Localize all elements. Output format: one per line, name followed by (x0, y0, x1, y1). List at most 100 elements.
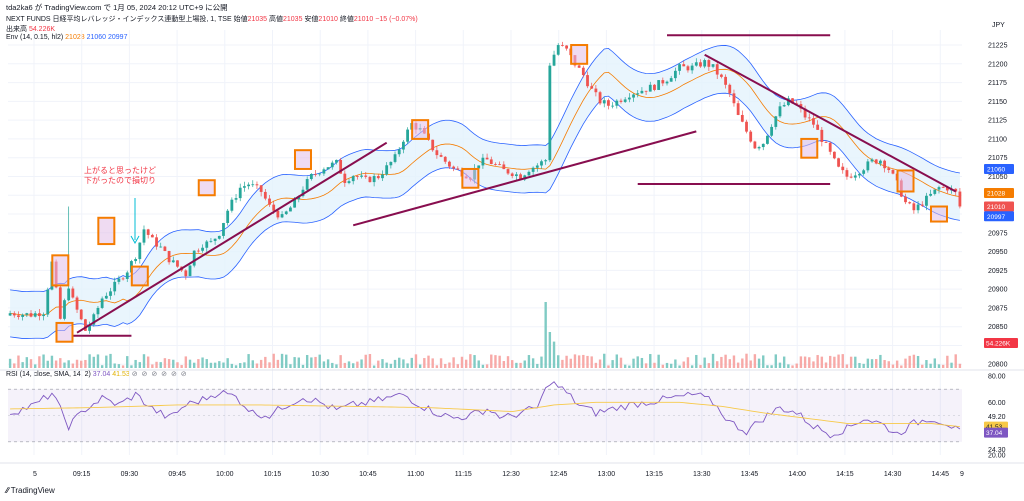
candle-body (71, 288, 75, 298)
highlight-box[interactable] (293, 149, 312, 170)
candle-body (841, 166, 845, 171)
volume-bar (163, 358, 167, 368)
highlight-box[interactable] (461, 167, 480, 189)
volume-bar (875, 359, 878, 368)
rsi-legend[interactable]: RSI (14, close, SMA, 14, 2) 37.04 41.53 … (6, 370, 188, 378)
candle-body (339, 159, 343, 174)
candle-body (665, 81, 669, 84)
highlight-box[interactable] (51, 254, 70, 287)
candle-body (908, 202, 912, 204)
highlight-box[interactable] (130, 265, 149, 287)
time-tick-label: 13:15 (645, 471, 663, 478)
candle-body (481, 157, 485, 166)
volume-bar (351, 363, 355, 368)
tradingview-footer[interactable]: ⁄∕ TradingView (6, 486, 55, 495)
trend-line[interactable] (76, 141, 388, 334)
candle-body (217, 235, 221, 239)
volume-bar (293, 357, 296, 368)
candle-body (100, 298, 104, 308)
candle-body (226, 210, 230, 224)
candle-body (113, 281, 117, 292)
volume-bar (828, 355, 832, 368)
highlight-box[interactable] (411, 119, 430, 140)
candle-body (519, 174, 522, 180)
rsi-settings-icons[interactable]: ⊘ ⊘ ⊘ ⊘ ⊘ ⊘ (131, 371, 188, 378)
candle-body (259, 185, 263, 192)
candle-body (171, 260, 175, 263)
volume-bar (937, 364, 941, 368)
highlight-box[interactable] (570, 44, 589, 65)
volume-bar (506, 356, 510, 368)
time-tick-label: 11:15 (455, 471, 472, 478)
candle-body (138, 242, 142, 260)
highlight-box[interactable] (55, 321, 74, 343)
volume-bar (791, 365, 794, 368)
volume-bar (435, 365, 439, 368)
volume-bar (84, 359, 87, 368)
volume-bar (364, 354, 367, 368)
volume-bar (841, 354, 844, 368)
candle-body (243, 186, 246, 188)
volume-bar (900, 365, 903, 368)
highlight-box[interactable] (896, 169, 915, 193)
candle-body (590, 86, 594, 89)
env-legend[interactable]: Env (14, 0.15, hl2) 21028 21060 20997 (6, 34, 127, 41)
highlight-box[interactable] (97, 216, 116, 246)
time-tick-label: 14:30 (884, 471, 902, 478)
highlight-box[interactable] (197, 179, 216, 197)
volume-bar (623, 364, 627, 368)
candle-body (832, 151, 836, 159)
candle-body (150, 234, 154, 238)
candle-body (803, 108, 807, 118)
volume-bar (669, 363, 673, 368)
candle-body (222, 223, 225, 236)
volume-bar (381, 359, 384, 368)
trend-line[interactable] (704, 53, 957, 193)
candle-body (17, 315, 20, 317)
rsi-tick-label: 60.00 (988, 400, 1006, 407)
price-tag-label: 20997 (987, 214, 1005, 221)
price-tick-label: 21175 (988, 80, 1007, 87)
candle-body (109, 291, 112, 296)
candle-body (552, 54, 556, 66)
candle-body (385, 165, 389, 175)
time-tick-label: 10:30 (311, 471, 329, 478)
volume-bar (607, 365, 610, 368)
volume-bar (611, 360, 614, 368)
volume-bar (331, 362, 334, 368)
candle-body (958, 191, 962, 207)
volume-bar (724, 354, 727, 368)
volume-bar (209, 362, 213, 368)
candle-body (933, 189, 937, 194)
candle-body (853, 175, 857, 178)
volume-bar (753, 354, 757, 368)
volume-legend[interactable]: 出来高 54.226K (6, 24, 55, 34)
env-label: Env (14, 0.15, hl2) (6, 34, 64, 41)
symbol-name[interactable]: NEXT FUNDS 日経平均レバレッジ・インデックス連動型上場投, 1, TS… (6, 16, 232, 23)
candle-body (883, 160, 886, 169)
trend-line[interactable] (352, 130, 697, 227)
volume-bar (21, 362, 24, 368)
volume-bar (322, 361, 326, 368)
candle-body (104, 295, 108, 299)
volume-bar (933, 358, 937, 368)
volume-bar (305, 354, 309, 368)
volume-bar (770, 365, 773, 368)
candle-body (368, 176, 372, 183)
price-tick-label: 21225 (988, 43, 1008, 50)
volume-bar (895, 360, 899, 368)
volume-bar (201, 357, 204, 368)
volume-bar (423, 358, 426, 368)
open-value: 21035 (247, 16, 268, 23)
volume-bar (184, 356, 188, 368)
highlight-box[interactable] (929, 205, 948, 223)
volume-bar (946, 355, 949, 368)
highlight-box[interactable] (800, 137, 819, 159)
candle-body (711, 64, 715, 67)
volume-bar (778, 362, 782, 368)
symbol-line: NEXT FUNDS 日経平均レバレッジ・インデックス連動型上場投, 1, TS… (6, 14, 418, 24)
rsi-tag-label: 37.04 (986, 430, 1003, 437)
candle-body (326, 167, 330, 170)
time-tick-label: 10:00 (216, 471, 234, 478)
